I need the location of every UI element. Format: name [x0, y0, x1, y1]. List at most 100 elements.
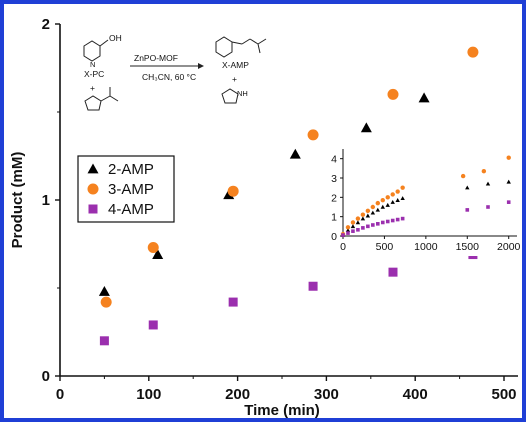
inset-point-2-amp [385, 202, 390, 207]
inset-point-3-amp [380, 198, 385, 203]
inset-point-3-amp [481, 169, 487, 174]
data-point-3-amp [227, 185, 239, 197]
x-tick-label: 0 [56, 386, 64, 403]
y-tick-label: 0 [42, 368, 50, 385]
inset-point-3-amp [360, 212, 366, 217]
inset-point-3-amp [506, 155, 511, 160]
inset-point-3-amp [460, 173, 466, 179]
inset-point-3-amp [385, 195, 390, 200]
data-point-4-amp [388, 267, 398, 277]
inset-point-4-amp [400, 216, 405, 221]
acetylimidazole-structure [84, 87, 119, 111]
reactant-label: X-PC [84, 69, 104, 79]
inset-point-2-amp [390, 199, 395, 204]
inset-point-2-amp [365, 213, 371, 218]
pyridine-ring-reactant: OH N [83, 33, 122, 69]
inset-point-2-amp [485, 181, 491, 186]
inset-point-2-amp [375, 207, 380, 212]
inset-point-4-amp [366, 224, 370, 229]
data-point-4-amp [228, 297, 238, 307]
inset-y-tick-label: 3 [331, 173, 337, 185]
data-point-2-amp [360, 122, 372, 133]
ring-nitrogen-label: N [90, 60, 95, 69]
inset-point-3-amp [355, 216, 361, 221]
inset-point-3-amp [400, 185, 405, 190]
data-point-3-amp [100, 296, 112, 308]
inset-point-4-amp [385, 219, 390, 224]
legend-label-3-amp: 3-AMP [108, 181, 154, 198]
inset-x-tick-label: 0 [340, 241, 346, 253]
inset-point-2-amp [380, 204, 385, 209]
hydroxyl-group-label: OH [109, 33, 122, 43]
inset-point-3-amp [350, 220, 356, 225]
inset-point-4-amp [351, 229, 355, 233]
inset-point-4-amp [390, 218, 395, 223]
catalyst-label: ZnPO-MOF [134, 53, 178, 63]
legend-marker-3-amp [87, 183, 99, 195]
y-tick-label: 1 [42, 192, 50, 209]
inset-point-2-amp [465, 185, 470, 190]
data-point-4-amp [148, 320, 158, 330]
x-tick-label: 200 [225, 386, 250, 403]
inset-point-4-amp [356, 228, 360, 232]
inset-point-2-amp [360, 216, 366, 221]
plus-sign-2: + [232, 74, 237, 84]
main-data-points [98, 46, 479, 346]
legend-marker-2-amp [87, 163, 99, 174]
inset-y-tick-label: 1 [331, 212, 337, 224]
inset-point-4-amp [361, 226, 365, 230]
imidazole-structure: NH [221, 88, 248, 104]
inset-point-3-amp [390, 192, 395, 197]
inset-point-2-amp [370, 210, 376, 215]
main-axes [55, 23, 518, 381]
inset-point-3-amp [395, 189, 400, 194]
inset-y-tick-label: 4 [331, 154, 337, 166]
x-tick-label: 500 [491, 386, 516, 403]
data-point-3-amp [307, 129, 319, 141]
inset-x-tick-label: 500 [376, 241, 394, 253]
inset-background [315, 143, 522, 256]
inset-point-4-amp [380, 220, 385, 225]
inset-x-tick-label: 1500 [456, 241, 480, 253]
inset-point-4-amp [486, 205, 490, 209]
data-point-2-amp [98, 286, 110, 296]
x-axis-label: Time (min) [244, 402, 320, 418]
inset-point-2-amp [345, 228, 351, 232]
inset-point-3-amp [345, 225, 351, 230]
inset-point-4-amp [371, 223, 375, 227]
data-point-2-amp [418, 92, 430, 103]
reaction-scheme: OH N X-PC + ZnPO-MOF CH₃CN, 60 °C [83, 33, 267, 111]
inset-x-tick-label: 1000 [414, 241, 438, 253]
inset-chart: 0 500 1000 1500 2000 0 1 2 3 4 [315, 143, 522, 256]
y-axis-label: Product (mM) [9, 152, 26, 249]
x-tick-label: 300 [314, 386, 339, 403]
data-point-2-amp [289, 148, 301, 159]
inset-point-4-amp [395, 217, 400, 222]
product-structure [215, 36, 267, 58]
inset-point-4-amp [506, 200, 511, 204]
inset-x-tick-label: 2000 [497, 241, 521, 253]
legend-label-2-amp: 2-AMP [108, 161, 154, 178]
y-tick-label: 2 [42, 16, 50, 33]
inset-point-4-amp [346, 231, 350, 235]
inset-point-2-amp [400, 196, 405, 201]
legend-label-4-amp: 4-AMP [108, 201, 154, 218]
legend-marker-4-amp [88, 204, 98, 214]
inset-point-2-amp [506, 179, 511, 184]
plus-sign: + [90, 83, 95, 93]
data-point-3-amp [147, 242, 159, 254]
inset-point-2-amp [395, 198, 400, 202]
conditions-label: CH₃CN, 60 °C [142, 72, 196, 82]
inset-point-4-amp [465, 208, 470, 212]
inset-y-tick-label: 0 [331, 231, 337, 243]
inset-point-3-amp [365, 208, 371, 214]
inset-y-tick-label: 2 [331, 192, 337, 204]
inset-point-4-amp [341, 233, 345, 237]
inset-point-3-amp [370, 204, 376, 210]
x-tick-label: 400 [403, 386, 428, 403]
reaction-arrowhead [198, 63, 204, 69]
imidazole-nh-label: NH [237, 89, 248, 98]
